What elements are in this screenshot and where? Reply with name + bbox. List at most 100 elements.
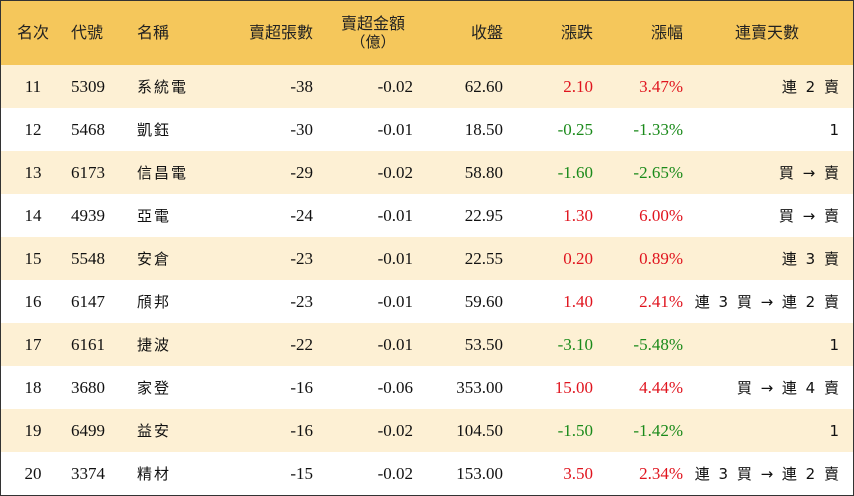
cell-name: 凱鈺 — [137, 121, 172, 139]
cell-sell-lots: -22 — [290, 334, 313, 354]
table-row[interactable]: 11 5309 系統電 -38 -0.02 62.60 2.10 3.47% 連 2 賣 — [1, 65, 853, 108]
cell-code: 5548 — [71, 248, 105, 268]
cell-change: 15.00 — [554, 377, 593, 397]
cell-rank: 13 — [24, 162, 42, 182]
cell-change-pct: 3.47% — [639, 76, 683, 96]
cell-code: 4939 — [71, 205, 105, 225]
cell-close: 58.80 — [464, 162, 503, 182]
cell-change-pct: 0.89% — [639, 248, 683, 268]
cell-streak: 買 → 連 4 賣 — [736, 379, 841, 397]
header-rank[interactable]: 名次 — [16, 22, 49, 42]
cell-sell-lots: -23 — [290, 291, 313, 311]
cell-streak: 買 → 賣 — [778, 207, 841, 225]
cell-change-pct: -1.33% — [633, 119, 683, 139]
header-row: 名次 代號 名稱 賣超張數 賣超金額 （億） 收盤 漲跌 漲幅 連賣天數 — [1, 1, 853, 65]
cell-change: -1.60 — [557, 162, 593, 182]
cell-name: 安倉 — [137, 250, 172, 268]
cell-sell-amount: -0.01 — [377, 334, 413, 354]
cell-sell-lots: -15 — [290, 463, 313, 483]
table-row[interactable]: 14 4939 亞電 -24 -0.01 22.95 1.30 6.00% 買 → 賣 — [1, 194, 853, 237]
cell-code: 6173 — [71, 162, 105, 182]
cell-close: 353.00 — [456, 377, 503, 397]
table-row[interactable]: 18 3680 家登 -16 -0.06 353.00 15.00 4.44% 買 → 連 4 … — [1, 366, 853, 409]
cell-rank: 11 — [24, 76, 42, 96]
cell-code: 3680 — [71, 377, 105, 397]
header-code[interactable]: 代號 — [71, 22, 104, 42]
cell-streak: 買 → 賣 — [778, 164, 841, 182]
cell-close: 59.60 — [464, 291, 503, 311]
cell-change-pct: -1.42% — [633, 420, 683, 440]
table-row[interactable]: 19 6499 益安 -16 -0.02 104.50 -1.50 -1.42% 1 — [1, 409, 853, 452]
header-sell-amount[interactable]: 賣超金額 （億） — [323, 1, 423, 65]
cell-code: 5309 — [71, 76, 105, 96]
cell-sell-lots: -29 — [290, 162, 313, 182]
cell-name: 信昌電 — [137, 164, 189, 182]
table-row[interactable]: 16 6147 頎邦 -23 -0.01 59.60 1.40 2.41% 連 3 買 → 連 … — [1, 280, 853, 323]
cell-close: 18.50 — [464, 119, 503, 139]
cell-streak: 1 — [829, 335, 841, 354]
table-body: 11 5309 系統電 -38 -0.02 62.60 2.10 3.47% 連 2 賣 12 54… — [1, 65, 853, 495]
cell-sell-lots: -16 — [290, 420, 313, 440]
header-close[interactable]: 收盤 — [470, 22, 503, 42]
cell-streak: 連 3 買 → 連 2 賣 — [694, 465, 841, 483]
cell-streak: 連 3 賣 — [781, 250, 841, 268]
cell-sell-amount: -0.02 — [377, 420, 413, 440]
cell-change: 1.30 — [563, 205, 593, 225]
cell-change: -0.25 — [557, 119, 593, 139]
table-row[interactable]: 20 3374 精材 -15 -0.02 153.00 3.50 2.34% 連 3 買 → 連… — [1, 452, 853, 495]
cell-change-pct: 6.00% — [639, 205, 683, 225]
cell-sell-amount: -0.01 — [377, 119, 413, 139]
header-change-pct[interactable]: 漲幅 — [650, 22, 683, 42]
cell-sell-amount: -0.02 — [377, 162, 413, 182]
table-row[interactable]: 15 5548 安倉 -23 -0.01 22.55 0.20 0.89% 連 3 賣 — [1, 237, 853, 280]
cell-close: 22.95 — [464, 205, 503, 225]
header-name[interactable]: 名稱 — [137, 22, 170, 42]
cell-change-pct: 2.34% — [639, 463, 683, 483]
cell-sell-amount: -0.06 — [377, 377, 413, 397]
cell-sell-lots: -38 — [290, 76, 313, 96]
cell-change-pct: -2.65% — [633, 162, 683, 182]
cell-rank: 17 — [24, 334, 42, 354]
cell-streak: 1 — [829, 120, 841, 139]
cell-rank: 12 — [24, 119, 42, 139]
cell-code: 6147 — [71, 291, 105, 311]
cell-streak: 1 — [829, 421, 841, 440]
cell-change-pct: 2.41% — [639, 291, 683, 311]
cell-sell-amount: -0.01 — [377, 291, 413, 311]
cell-change: 1.40 — [563, 291, 593, 311]
cell-change: 2.10 — [563, 76, 593, 96]
table-row[interactable]: 17 6161 捷波 -22 -0.01 53.50 -3.10 -5.48% 1 — [1, 323, 853, 366]
cell-rank: 18 — [24, 377, 42, 397]
header-change[interactable]: 漲跌 — [560, 22, 593, 42]
cell-sell-amount: -0.02 — [377, 463, 413, 483]
cell-sell-amount: -0.02 — [377, 76, 413, 96]
cell-sell-lots: -24 — [290, 205, 313, 225]
cell-rank: 16 — [24, 291, 42, 311]
cell-close: 153.00 — [456, 463, 503, 483]
cell-change: 3.50 — [563, 463, 593, 483]
cell-change: 0.20 — [563, 248, 593, 268]
cell-rank: 19 — [24, 420, 42, 440]
cell-code: 6161 — [71, 334, 105, 354]
cell-name: 頎邦 — [137, 293, 172, 311]
table-row[interactable]: 13 6173 信昌電 -29 -0.02 58.80 -1.60 -2.65% 買 → 賣 — [1, 151, 853, 194]
cell-sell-amount: -0.01 — [377, 248, 413, 268]
cell-name: 捷波 — [137, 336, 172, 354]
cell-change-pct: 4.44% — [639, 377, 683, 397]
cell-change: -1.50 — [557, 420, 593, 440]
header-sell-amount-label: 賣超金額 — [340, 14, 405, 34]
header-sell-lots[interactable]: 賣超張數 — [248, 22, 313, 42]
header-streak[interactable]: 連賣天數 — [734, 22, 799, 42]
cell-close: 62.60 — [464, 76, 503, 96]
cell-sell-lots: -30 — [290, 119, 313, 139]
cell-code: 6499 — [71, 420, 105, 440]
cell-name: 系統電 — [137, 78, 189, 96]
cell-name: 益安 — [137, 422, 172, 440]
cell-rank: 20 — [24, 463, 42, 483]
cell-name: 精材 — [137, 465, 172, 483]
table-row[interactable]: 12 5468 凱鈺 -30 -0.01 18.50 -0.25 -1.33% 1 — [1, 108, 853, 151]
header-sell-amount-unit: （億） — [350, 32, 396, 51]
cell-name: 家登 — [137, 379, 172, 397]
cell-change-pct: -5.48% — [633, 334, 683, 354]
